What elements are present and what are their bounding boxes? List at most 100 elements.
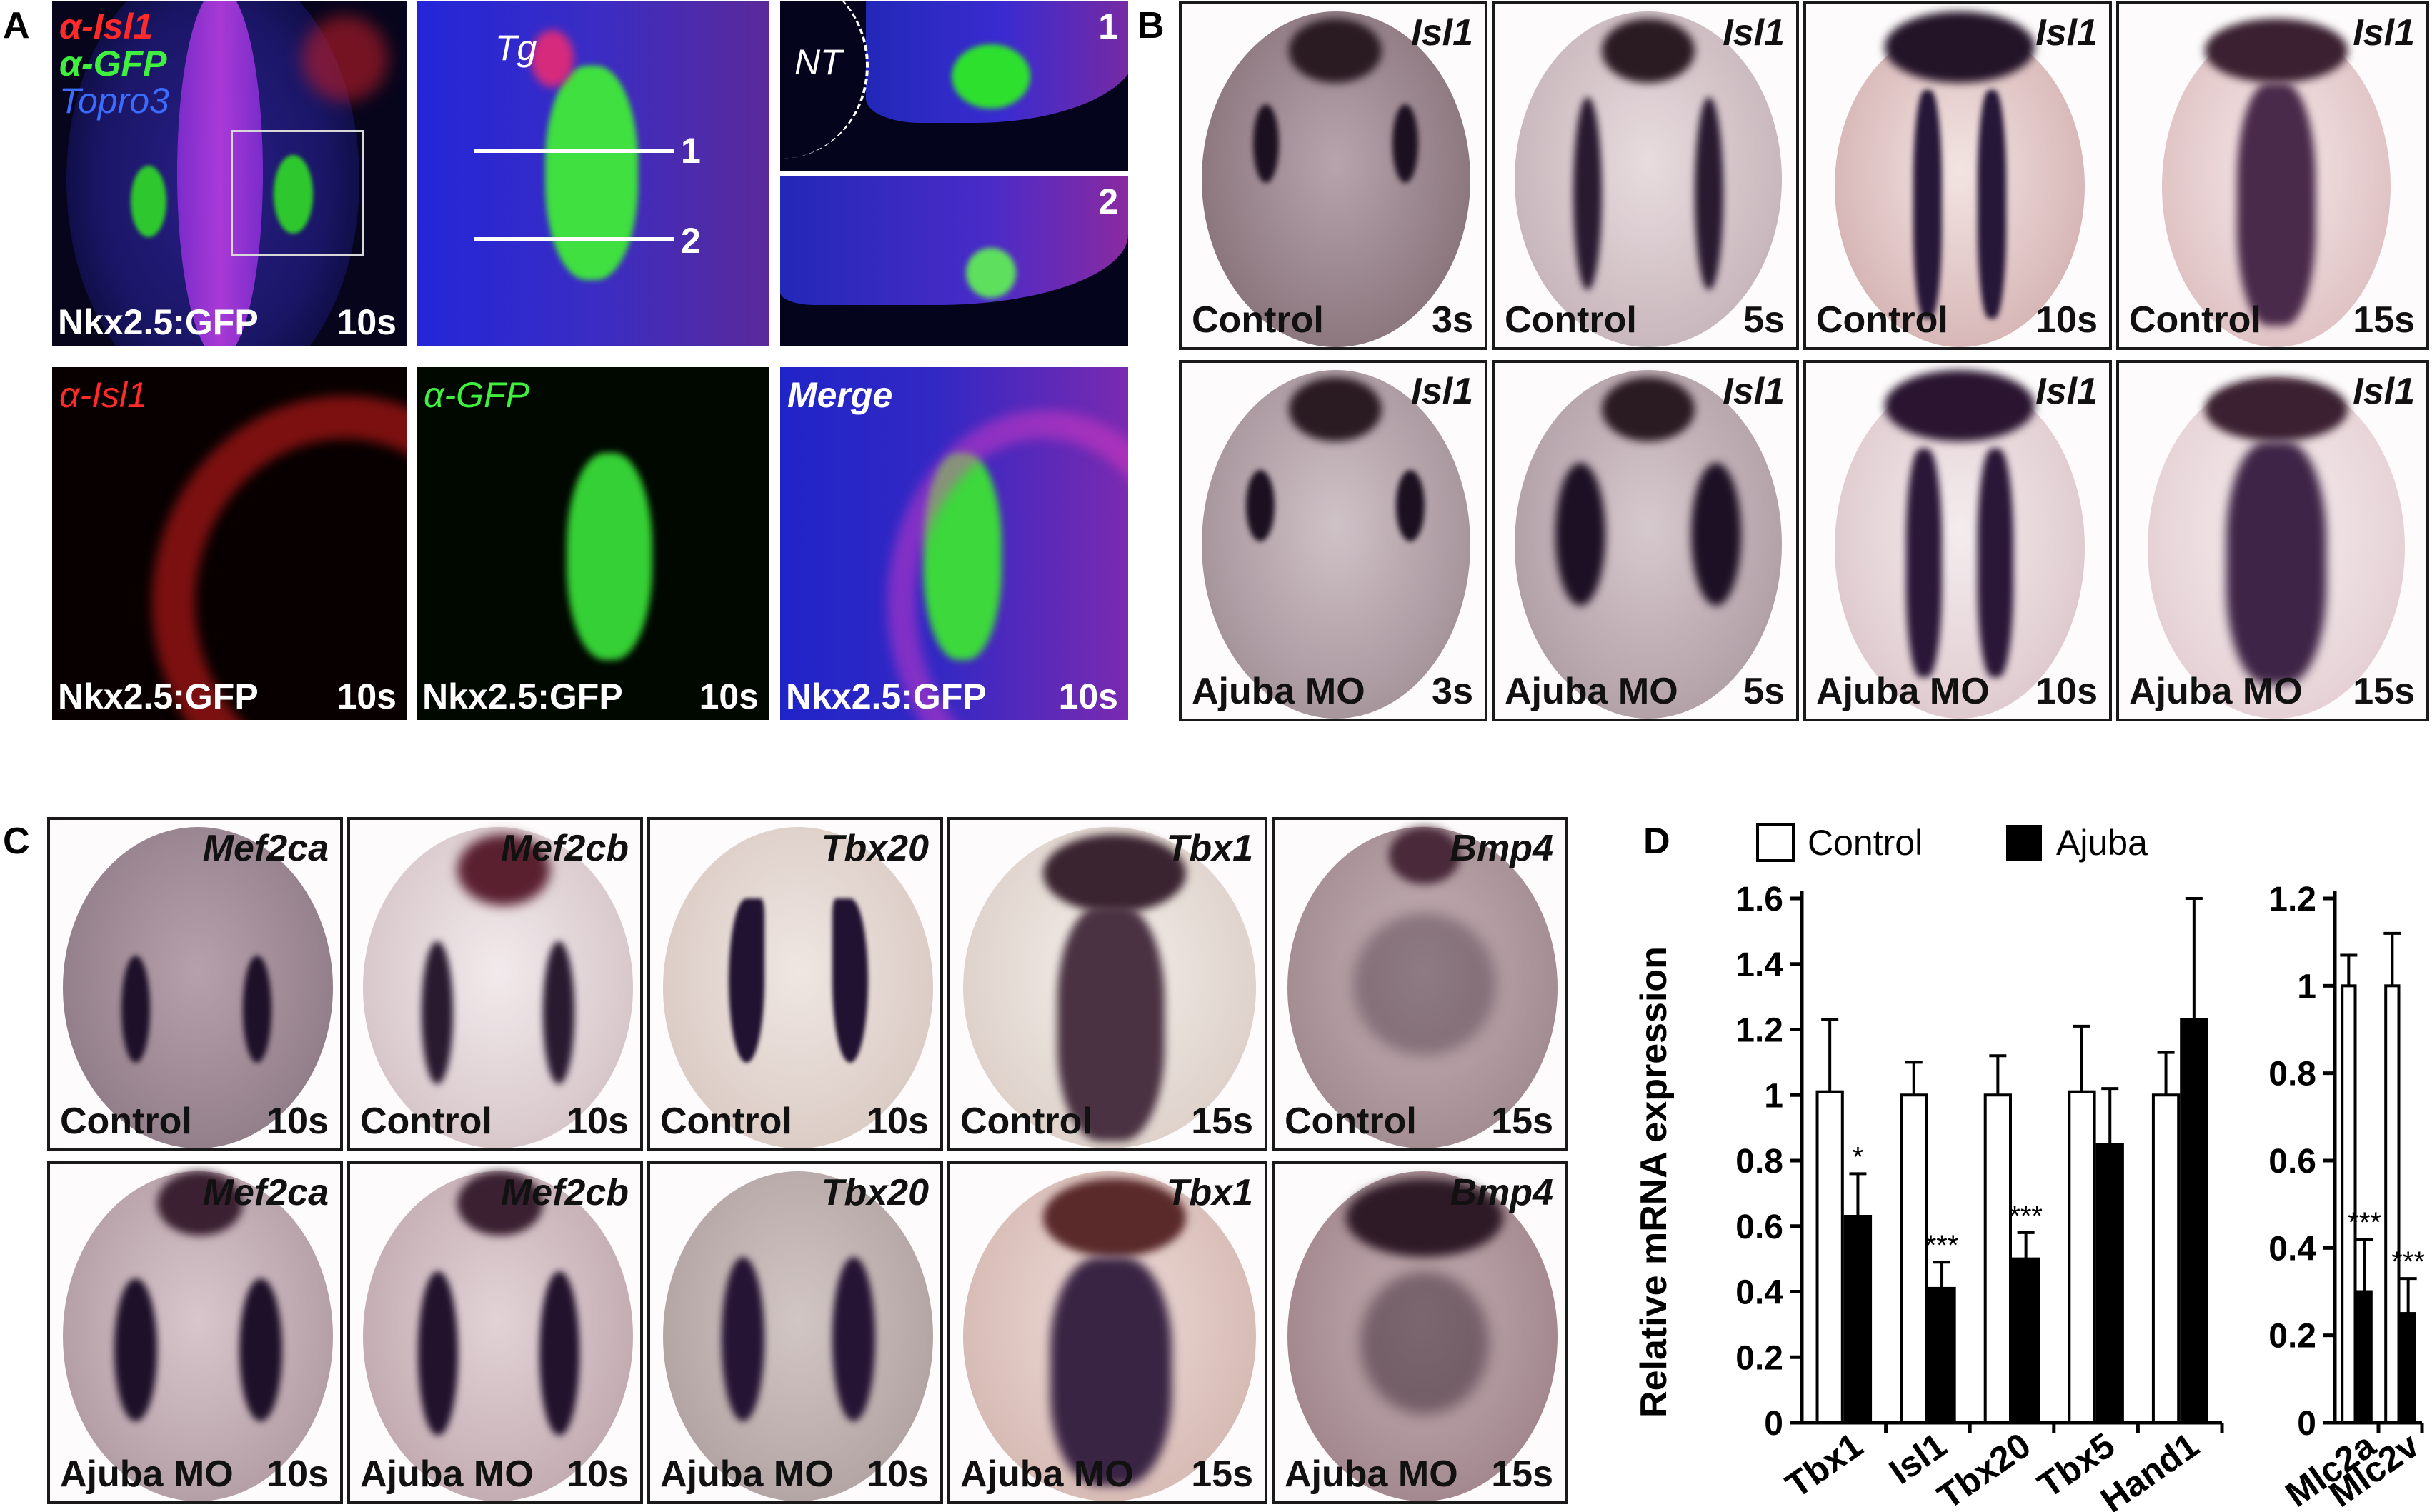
gene-label: Mef2cb [500,1172,629,1213]
x-category-label: Tbx20 [1930,1425,2038,1512]
condition-label: Ajuba MO [60,1453,234,1495]
isl1-channel-label: α-Isl1 [59,375,147,415]
isl1-merge [887,410,1128,720]
gene-label: Tbx20 [821,1172,929,1213]
transgene-label: Nkx2.5:GFP [58,302,259,342]
bar-control-hand1 [2151,1093,2181,1424]
y-tick-label: 0.2 [1735,1339,1783,1377]
tg-cells [531,30,574,87]
panel-a-isl1-channel: α-Isl1 Nkx2.5:GFP 10s [52,367,407,720]
y-tick-label: 0 [1764,1405,1783,1443]
panel-b-ajuba-15s: Isl1 Ajuba MO 15s [2116,360,2429,721]
panel-b-control-3s: Isl1 Control 3s [1179,1,1487,350]
panel-b-ajuba-5s: Isl1 Ajuba MO 5s [1492,360,1799,721]
gfp-cardiac-cells [545,66,638,280]
gene-label: Isl1 [2353,12,2415,54]
significance-marker: *** [2009,1201,2043,1232]
stage-label: 10s [567,1101,629,1142]
panel-b-ajuba-10s: Isl1 Ajuba MO 10s [1803,360,2112,721]
y-tick-label: 1.2 [1735,1012,1783,1050]
condition-label: Ajuba MO [360,1453,534,1495]
section-1-label: 1 [681,131,701,171]
bar-control-mlc2v [2384,984,2401,1425]
gene-label: Isl1 [2353,371,2415,412]
stage-label: 15s [1491,1453,1553,1495]
stage-label: 15s [2353,671,2415,712]
y-axis-label: Relative mRNA expression [1636,946,1675,1418]
stage-label: 10s [699,676,759,716]
gene-label: Bmp4 [1450,828,1553,869]
stage-label: 10s [567,1453,629,1495]
condition-label: Control [360,1101,492,1142]
condition-label: Control [1816,299,1948,341]
gene-label: Tbx1 [1166,1172,1253,1213]
y-tick-label: 0.4 [2268,1230,2316,1268]
gfp-cluster-left [131,166,166,237]
plot-left: 00.20.40.60.811.21.41.6*Tbx1***Isl1***Tb… [1735,881,2224,1512]
stage-label: 10s [1058,676,1118,716]
panel-b-control-10s: Isl1 Control 10s [1803,1,2112,350]
condition-label: Ajuba MO [660,1453,834,1495]
panel-c-tbx20-control: Tbx20 Control 10s [647,817,943,1151]
condition-label: Control [1505,299,1637,341]
bar-ajuba-tbx20 [2012,1257,2040,1424]
y-tick-label: 0.6 [2268,1143,2316,1181]
condition-label: Control [60,1101,192,1142]
tg-label: Tg [495,28,537,68]
y-tick-label: 0.8 [1735,1143,1783,1181]
panel-b-control-5s: Isl1 Control 5s [1492,1,1799,350]
x-category-label: Hand1 [2093,1425,2206,1512]
condition-label: Ajuba MO [2129,671,2303,712]
stage-label: 10s [2035,299,2098,341]
nt-boundary [780,1,869,159]
stage-label: 10s [337,302,397,342]
tissue-section [780,176,1128,305]
gene-label: Mef2ca [202,1172,329,1213]
stage-label: 15s [2353,299,2415,341]
legend-control-label: Control [1808,823,1923,863]
marker-topro3-label: Topro3 [59,81,169,121]
isl1-signal [302,16,388,101]
gfp-channel-label: α-GFP [424,375,529,415]
legend-ajuba-label: Ajuba [2056,823,2148,863]
condition-label: Control [960,1101,1092,1142]
stage-label: 10s [266,1101,329,1142]
y-tick-label: 1 [2297,968,2316,1006]
y-tick-label: 1.4 [1735,946,1783,984]
bar-ajuba-isl1 [1928,1286,1956,1424]
y-tick-label: 0 [2297,1405,2316,1443]
condition-label: Ajuba MO [1505,671,1678,712]
marker-gfp-label: α-GFP [59,44,167,84]
condition-label: Ajuba MO [1285,1453,1458,1495]
gene-label: Isl1 [2035,12,2098,54]
bar-ajuba-mlc2a [2356,1290,2373,1424]
gene-label: Mef2ca [202,828,329,869]
panel-label-c: C [3,821,30,862]
neural-tube [177,1,263,346]
gene-label: Isl1 [1723,371,1785,412]
panel-d-bar-chart: Control Ajuba Relative mRNA expression 0… [1636,823,2426,1512]
gfp-staining [567,453,652,660]
gfp-section-cells [952,44,1030,109]
section-number-2: 2 [1098,181,1118,221]
legend-ajuba-swatch [2006,825,2042,861]
panel-a-section-1: NT 1 [780,1,1128,171]
transgene-label: Nkx2.5:GFP [58,676,259,716]
significance-marker: * [1853,1141,1864,1173]
panel-c-tbx20-ajuba: Tbx20 Ajuba MO 10s [647,1161,943,1504]
condition-label: Control [2129,299,2261,341]
bar-ajuba-tbx5 [2095,1143,2124,1424]
gene-label: Tbx20 [821,828,929,869]
y-tick-label: 0.4 [1735,1274,1783,1312]
bar-ajuba-tbx1 [1843,1214,1873,1424]
y-tick-label: 0.2 [2268,1318,2316,1356]
panel-c-mef2ca-ajuba: Mef2ca Ajuba MO 10s [47,1161,343,1504]
y-tick-label: 1 [1764,1077,1783,1115]
stage-label: 15s [1191,1101,1253,1142]
condition-label: Control [1192,299,1324,341]
stage-label: 10s [867,1453,929,1495]
merge-label: Merge [787,375,893,415]
panel-c-tbx1-control: Tbx1 Control 15s [947,817,1267,1151]
significance-marker: *** [2348,1207,2381,1238]
stage-label: 10s [266,1453,329,1495]
